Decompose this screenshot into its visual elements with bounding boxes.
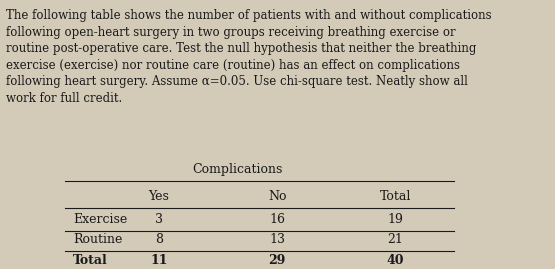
Text: 40: 40 — [387, 254, 404, 267]
Text: Exercise: Exercise — [73, 213, 127, 226]
Text: Routine: Routine — [73, 233, 122, 246]
Text: 8: 8 — [155, 233, 163, 246]
Text: 16: 16 — [269, 213, 285, 226]
Text: Yes: Yes — [149, 190, 169, 203]
Text: 11: 11 — [150, 254, 168, 267]
Text: The following table shows the number of patients with and without complications
: The following table shows the number of … — [6, 9, 492, 105]
Text: No: No — [268, 190, 286, 203]
Text: 29: 29 — [269, 254, 286, 267]
Text: 19: 19 — [387, 213, 403, 226]
Text: 21: 21 — [387, 233, 403, 246]
Text: 3: 3 — [155, 213, 163, 226]
Text: Total: Total — [380, 190, 411, 203]
Text: 13: 13 — [269, 233, 285, 246]
Text: Total: Total — [73, 254, 108, 267]
Text: Complications: Complications — [193, 163, 283, 176]
